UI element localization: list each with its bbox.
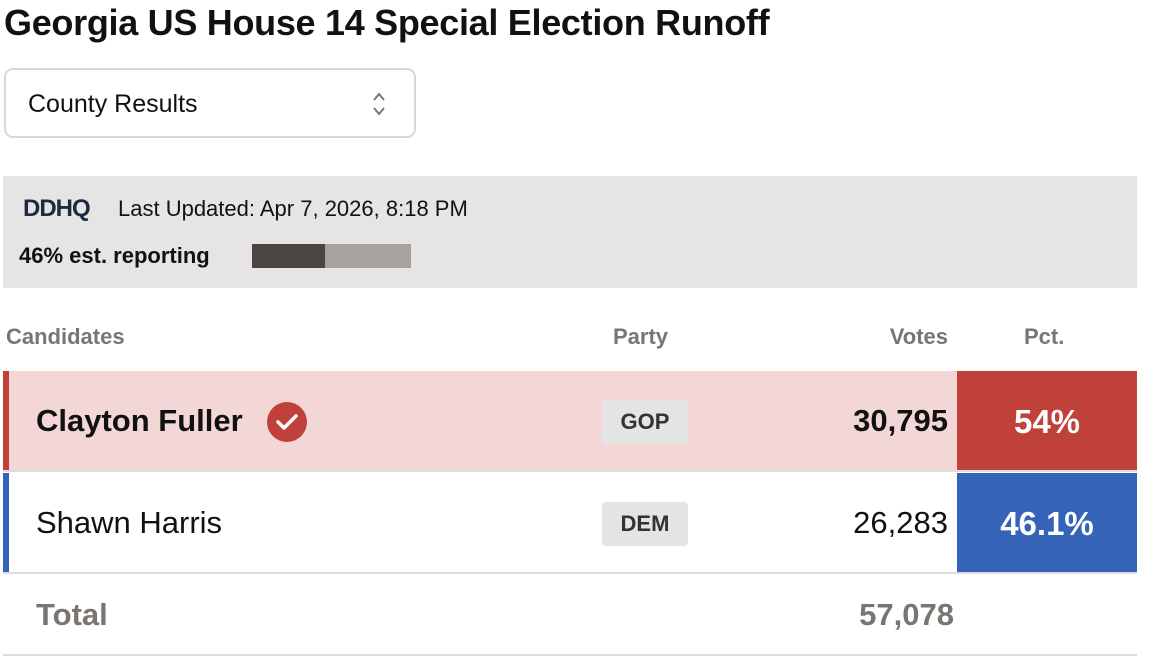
party-edge (3, 473, 9, 572)
reporting-bar (252, 244, 411, 268)
candidate-votes: 30,795 (853, 403, 948, 438)
candidate-row: Clayton Fuller GOP 30,795 54% (3, 371, 1137, 472)
page-title: Georgia US House 14 Special Election Run… (4, 2, 770, 43)
reporting-label: 46% est. reporting (19, 243, 210, 268)
column-header: Candidates (6, 324, 125, 349)
party-badge: GOP (602, 400, 688, 444)
status-panel: DDHQ Last Updated: Apr 7, 2026, 8:18 PM … (3, 176, 1137, 288)
candidate-pct: 46.1% (957, 473, 1137, 572)
candidate-votes: 26,283 (853, 505, 948, 540)
select-value: County Results (28, 90, 198, 118)
total-row: Total 57,078 (3, 575, 1137, 656)
party-edge (3, 371, 9, 470)
candidate-name: Clayton Fuller (36, 403, 243, 438)
source-logo: DDHQ (23, 195, 91, 222)
total-label: Total (36, 597, 108, 632)
column-header: Pct. (1024, 324, 1065, 349)
party-badge: DEM (602, 502, 688, 546)
view-select[interactable]: County Results (4, 68, 416, 138)
candidate-row: Shawn Harris DEM 26,283 46.1% (3, 473, 1137, 574)
select-arrows (373, 92, 385, 116)
total-votes: 57,078 (859, 597, 954, 632)
candidate-name: Shawn Harris (36, 505, 223, 540)
column-header: Votes (889, 324, 948, 349)
column-header: Party (613, 324, 669, 349)
winner-check (267, 402, 307, 442)
reporting-fill (252, 244, 326, 268)
last-updated: Last Updated: Apr 7, 2026, 8:18 PM (118, 196, 468, 221)
candidate-pct: 54% (957, 371, 1137, 470)
